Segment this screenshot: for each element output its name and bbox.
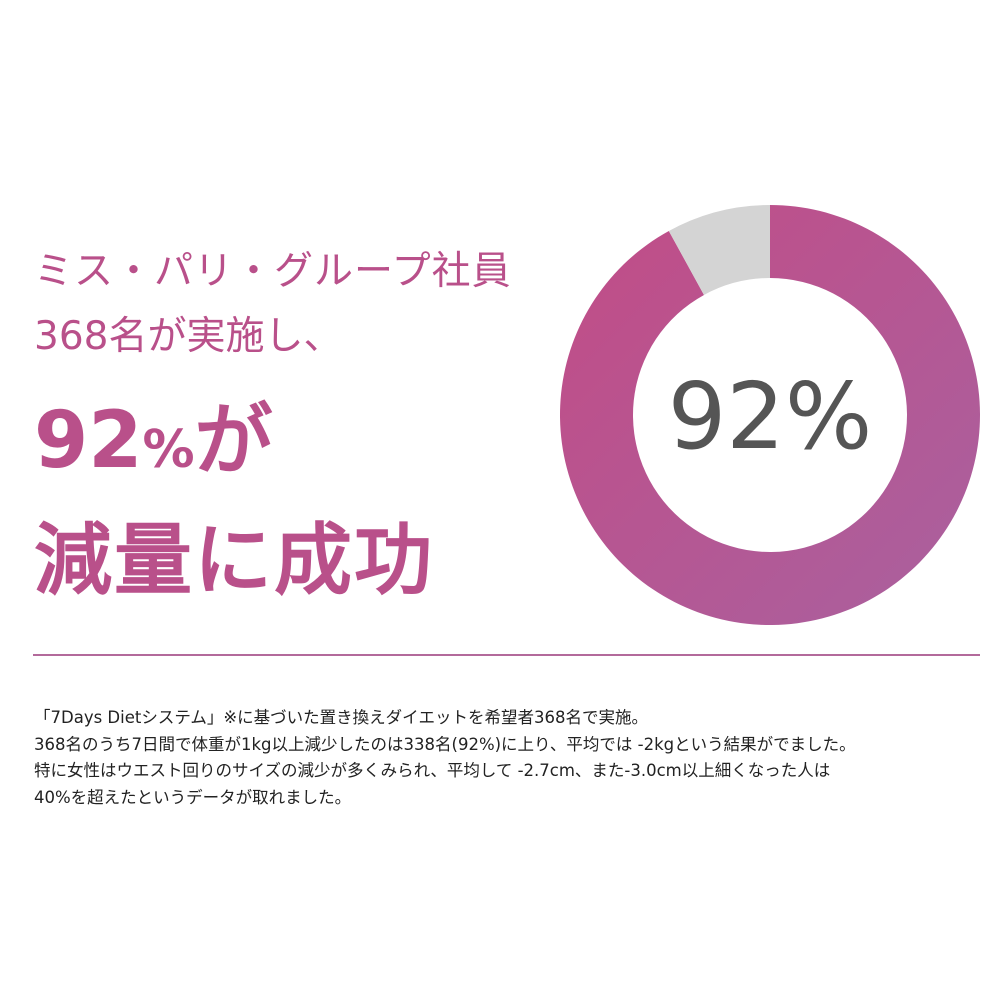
headline-line-4: 減量に成功: [34, 516, 435, 606]
headline-line-1: ミス・パリ・グループ社員: [34, 249, 512, 294]
description-line: 特に女性はウエスト回りのサイズの減少が多くみられ、平均して -2.7cm、また-…: [34, 761, 831, 781]
donut-slice-1: [560, 205, 980, 625]
donut-slice-2: [668, 205, 770, 295]
donut-chart: 92%: [560, 205, 980, 625]
headline-number: 92: [34, 396, 143, 486]
description: 「7Days Dietシステム」※に基づいた置き換えダイエットを希望者368名で…: [34, 705, 856, 812]
headline-percent: %: [142, 420, 195, 480]
headline-suffix: が: [194, 396, 273, 486]
center-label: 92%: [668, 363, 872, 470]
description-line: 368名のうち7日間で体重が1kg以上減少したのは338名(92%)に上り、平均…: [34, 734, 856, 754]
headline-line-2: 368名が実施し、: [34, 314, 343, 359]
description-line: 40%を超えたというデータが取れました。: [34, 788, 352, 808]
headline-line-3: 92%が: [34, 378, 273, 490]
description-line: 「7Days Dietシステム」※に基づいた置き換えダイエットを希望者368名で…: [34, 708, 648, 727]
divider: [33, 654, 980, 656]
